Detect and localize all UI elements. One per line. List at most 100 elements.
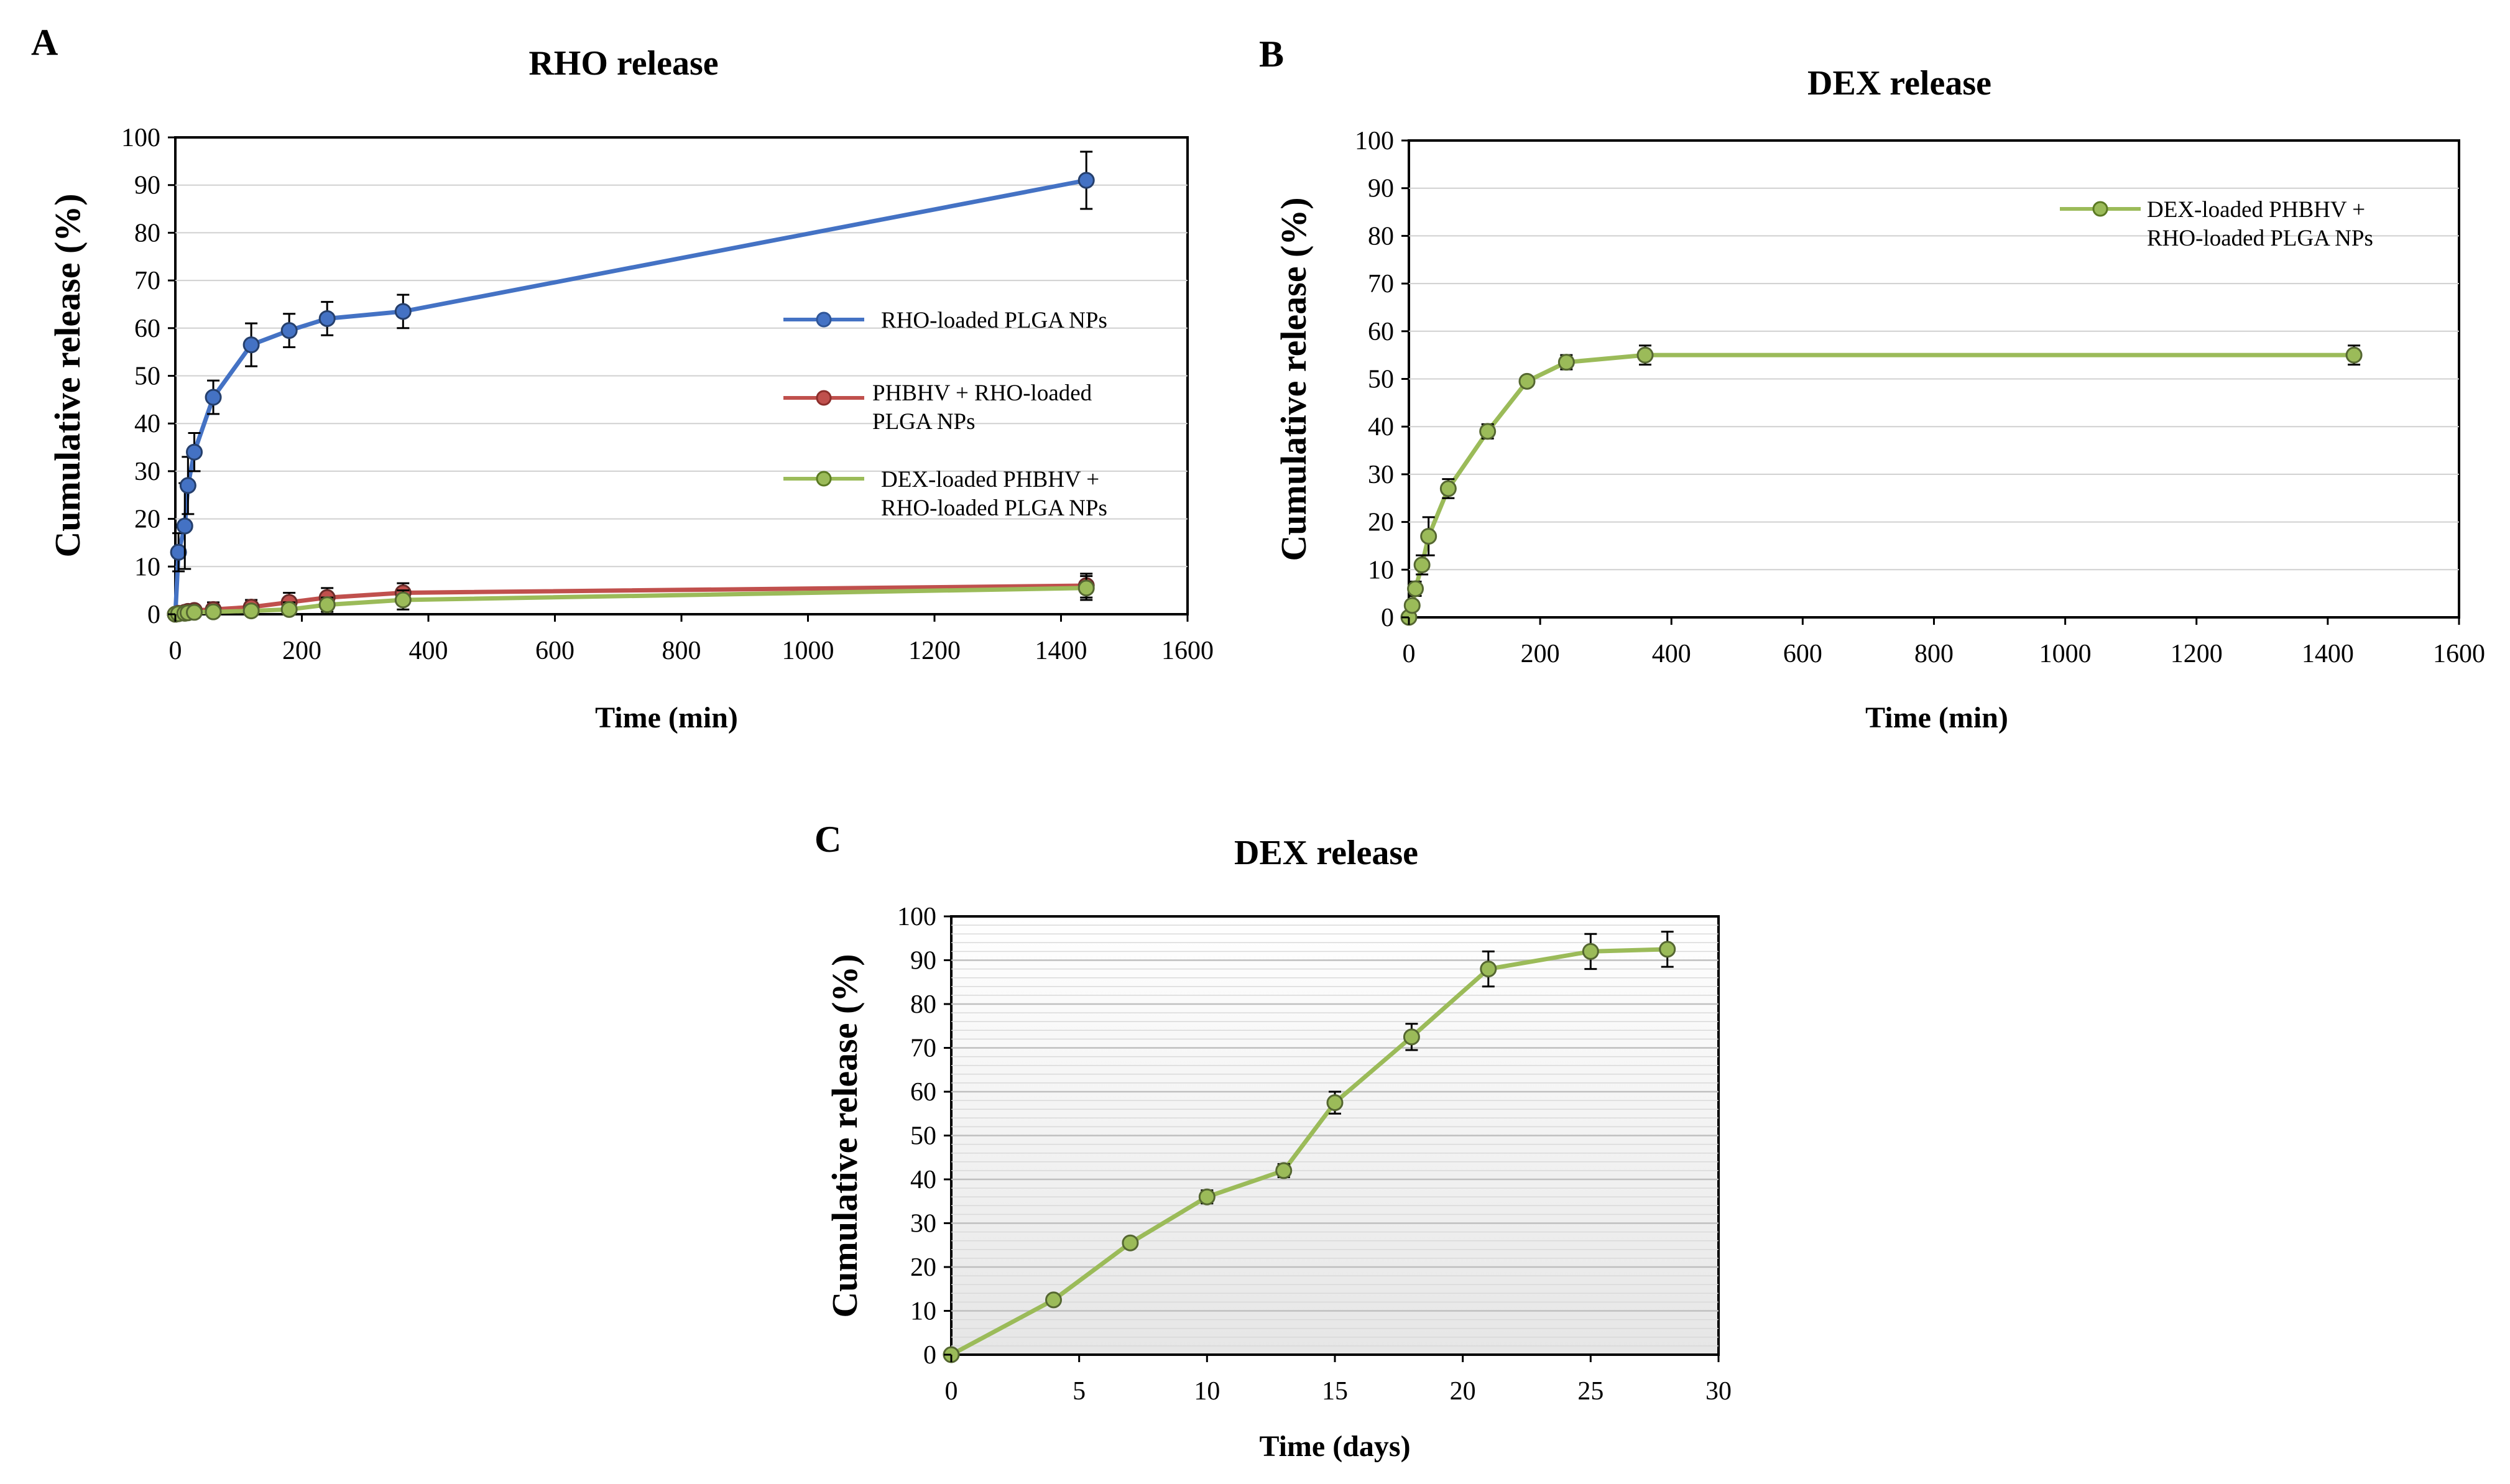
x-tick-label: 30 — [1705, 1377, 1732, 1406]
series-group-a — [167, 150, 1095, 623]
legend-label-line: RHO-loaded PLGA NPs — [2147, 226, 2373, 251]
x-tick-label: 800 — [662, 637, 701, 665]
x-tick-label: 1000 — [2039, 640, 2092, 668]
x-axis-title-a: Time (min) — [595, 701, 738, 734]
data-point — [394, 303, 412, 320]
data-point — [280, 601, 298, 618]
series — [943, 931, 1676, 1363]
x-tick-label: 1400 — [2302, 640, 2354, 668]
data-point — [1403, 1028, 1420, 1046]
legend-label-line: RHO-loaded PLGA NPs — [881, 495, 1107, 521]
panel-letter-c: C — [814, 819, 841, 860]
x-tick-label: 200 — [282, 637, 321, 665]
data-point — [1518, 372, 1536, 390]
y-tick-label: 90 — [134, 172, 160, 200]
data-point — [1659, 941, 1676, 958]
y-axis-title-c: Cumulative release (%) — [824, 954, 865, 1317]
data-point — [318, 310, 336, 327]
legend-item: DEX-loaded PHBHV + RHO-loaded PLGA NPs — [783, 467, 1107, 521]
data-point — [2345, 346, 2363, 364]
legend-swatch-marker — [816, 390, 832, 406]
y-tick-label: 20 — [910, 1253, 936, 1282]
chart-panel-c: C DEX release 0 10 20 30 40 50 60 70 80 90 100 0 5 10… — [814, 819, 1732, 1463]
series — [167, 150, 1095, 623]
y-tick-label: 70 — [1368, 270, 1394, 298]
x-tick-label: 1200 — [2171, 640, 2223, 668]
x-tick-label: 5 — [1073, 1377, 1086, 1406]
x-tick-label: 0 — [1403, 640, 1416, 668]
y-tick-label: 60 — [910, 1078, 936, 1107]
data-point — [1198, 1188, 1216, 1205]
legend-item: DEX-loaded PHBHV + RHO-loaded PLGA NPs — [2060, 197, 2373, 251]
y-tick-label: 90 — [1368, 175, 1394, 203]
data-point — [205, 603, 222, 620]
y-tick-label: 10 — [1368, 556, 1394, 584]
series-group-b — [1400, 344, 2363, 626]
y-tick-label: 10 — [134, 553, 160, 581]
y-tick-label: 10 — [910, 1297, 936, 1326]
data-point — [186, 604, 203, 621]
y-tick-label: 100 — [1355, 127, 1394, 155]
legend-label-line: PLGA NPs — [872, 409, 976, 435]
data-point — [205, 389, 222, 406]
data-point — [1407, 580, 1424, 597]
legend-b: DEX-loaded PHBHV + RHO-loaded PLGA NPs — [2060, 197, 2373, 251]
series — [1400, 344, 2363, 626]
legend-label-line: DEX-loaded PHBHV + — [2147, 197, 2365, 223]
data-point — [1122, 1234, 1139, 1251]
x-tick-label: 600 — [535, 637, 574, 665]
legend-swatch-marker — [816, 311, 832, 328]
y-tick-label: 40 — [910, 1166, 936, 1194]
y-tick-label: 0 — [147, 601, 160, 629]
panel-letter-a: A — [31, 22, 58, 63]
series — [167, 575, 1095, 623]
x-tick-label: 600 — [1783, 640, 1822, 668]
data-point — [242, 336, 260, 354]
x-axis-title-c: Time (days) — [1259, 1430, 1410, 1463]
y-tick-label: 30 — [1368, 461, 1394, 489]
chart-title-c: DEX release — [1234, 834, 1418, 872]
legend-label-line: DEX-loaded PHBHV + — [881, 467, 1099, 492]
y-tick-label: 30 — [910, 1210, 936, 1238]
y-tick-label: 40 — [1368, 413, 1394, 441]
x-tick-label: 200 — [1521, 640, 1560, 668]
data-point — [280, 322, 298, 339]
data-point — [1439, 480, 1457, 497]
data-point — [1480, 961, 1497, 978]
data-point — [1636, 346, 1654, 364]
y-tick-label: 90 — [910, 947, 936, 975]
gridlines-a — [175, 184, 1188, 568]
data-point — [1479, 423, 1497, 440]
legend-label: DEX-loaded PHBHV + RHO-loaded PLGA NPs — [881, 467, 1107, 521]
series-line — [949, 947, 1670, 1357]
x-tick-label: 1400 — [1035, 637, 1087, 665]
y-tick-label: 0 — [1381, 604, 1394, 632]
y-tick-label: 30 — [134, 458, 160, 486]
y-tick-label: 80 — [134, 219, 160, 247]
legend-item: RHO-loaded PLGA NPs — [783, 308, 1107, 333]
data-point — [1420, 528, 1437, 545]
data-point — [1275, 1162, 1293, 1179]
x-tick-label: 10 — [1194, 1377, 1220, 1406]
y-tick-label: 50 — [134, 362, 160, 391]
x-tick-label: 800 — [1914, 640, 1954, 668]
legend-swatch-marker — [816, 471, 832, 487]
data-point — [1077, 579, 1095, 597]
legend-label: PHBHV + RHO-loaded PLGA NPs — [872, 380, 1097, 435]
y-tick-label: 0 — [923, 1341, 936, 1370]
x-tick-label: 1600 — [1161, 637, 1214, 665]
legend-swatch-marker — [2092, 201, 2108, 217]
y-tick-label: 70 — [134, 267, 160, 295]
gridlines-b — [1409, 187, 2459, 571]
data-point — [1557, 354, 1575, 371]
data-point — [394, 591, 412, 609]
data-point — [318, 596, 336, 614]
data-point — [170, 543, 187, 561]
y-tick-label: 20 — [134, 505, 160, 534]
data-point — [186, 443, 203, 461]
x-tick-label: 400 — [1652, 640, 1691, 668]
chart-title-a: RHO release — [528, 44, 718, 83]
